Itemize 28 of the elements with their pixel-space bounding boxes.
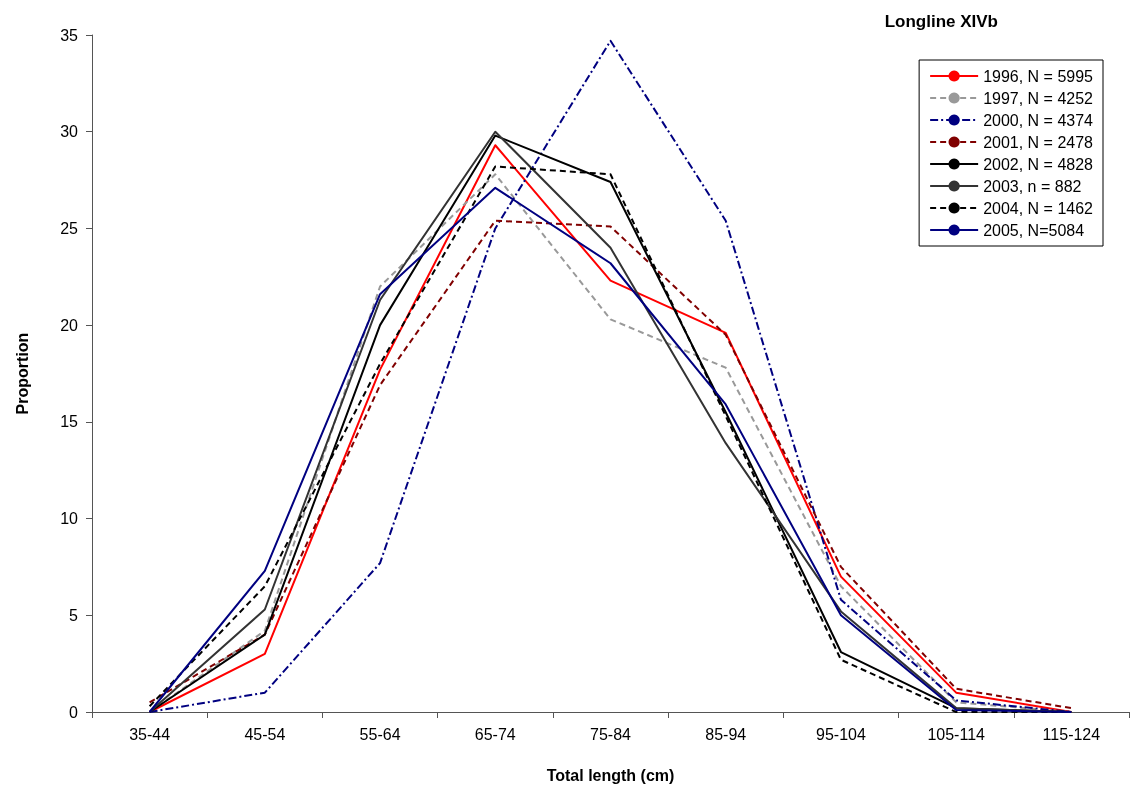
x-tick-label: 85-94 <box>705 725 747 743</box>
y-tick-label: 0 <box>69 703 79 721</box>
x-tick-label: 35-44 <box>129 725 171 743</box>
y-tick-label: 35 <box>60 26 79 44</box>
x-tick-label: 75-84 <box>590 725 632 743</box>
legend-label: 2005, N=5084 <box>983 221 1085 239</box>
legend-label: 2004, N = 1462 <box>983 199 1094 217</box>
legend-label: 2002, N = 4828 <box>983 155 1094 173</box>
legend-label: 2001, N = 2478 <box>983 133 1094 151</box>
x-tick-label: 55-64 <box>359 725 401 743</box>
legend-label: 2003, n = 882 <box>983 177 1082 195</box>
x-axis-title: Total length (cm) <box>546 766 675 784</box>
x-tick-label: 65-74 <box>474 725 516 743</box>
y-tick-label: 10 <box>60 510 79 528</box>
chart-title: Longline XIVb <box>884 12 999 31</box>
x-tick-label: 105-114 <box>927 725 986 743</box>
legend-label: 1997, N = 4252 <box>983 89 1094 107</box>
y-tick-label: 20 <box>60 316 79 334</box>
x-tick-label: 95-104 <box>816 725 866 743</box>
x-tick-label: 45-54 <box>244 725 286 743</box>
y-tick-label: 25 <box>60 219 79 237</box>
y-axis-title: Proportion <box>13 332 31 415</box>
x-tick-label: 115-124 <box>1042 725 1101 743</box>
legend-label: 1996, N = 5995 <box>983 67 1094 85</box>
y-tick-label: 15 <box>60 413 79 431</box>
y-tick-label: 5 <box>69 606 79 624</box>
legend-label: 2000, N = 4374 <box>983 111 1094 129</box>
y-tick-label: 30 <box>60 123 79 141</box>
